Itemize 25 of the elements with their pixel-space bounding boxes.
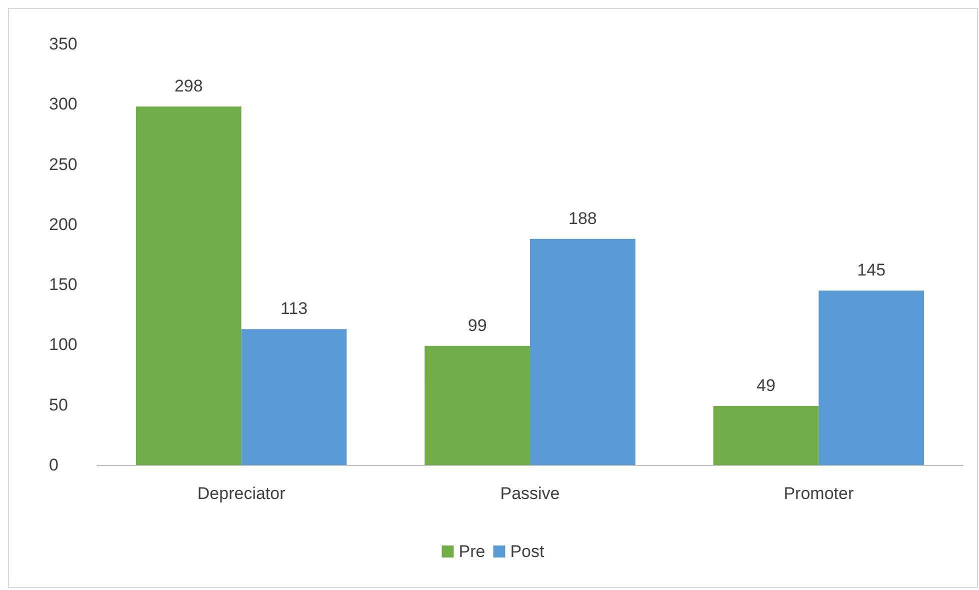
x-tick-label: Promoter: [784, 484, 854, 503]
y-tick-label: 250: [49, 154, 78, 174]
y-tick-label: 0: [49, 456, 58, 474]
legend-label: Pre: [458, 542, 486, 561]
data-label: 298: [174, 76, 203, 96]
data-label: 188: [568, 208, 597, 228]
bar: [136, 106, 242, 465]
data-label: 99: [468, 316, 487, 335]
data-label: 145: [857, 260, 886, 280]
bar: [818, 290, 924, 465]
y-tick-label: 100: [49, 335, 78, 354]
x-tick-label: Passive: [500, 484, 560, 503]
bar: [241, 329, 347, 465]
legend-label: Post: [510, 542, 545, 561]
y-tick-label: 300: [49, 94, 78, 114]
data-label: 113: [280, 299, 308, 318]
data-label: 49: [756, 376, 776, 396]
y-tick-label: 200: [49, 214, 78, 234]
y-tick-label: 150: [49, 275, 78, 294]
x-tick-label: Depreciator: [197, 484, 286, 503]
bar: [424, 346, 530, 465]
y-tick-label: 350: [49, 34, 78, 54]
bar: [530, 238, 636, 465]
y-tick-label: 50: [49, 395, 68, 414]
bar: [713, 406, 819, 465]
